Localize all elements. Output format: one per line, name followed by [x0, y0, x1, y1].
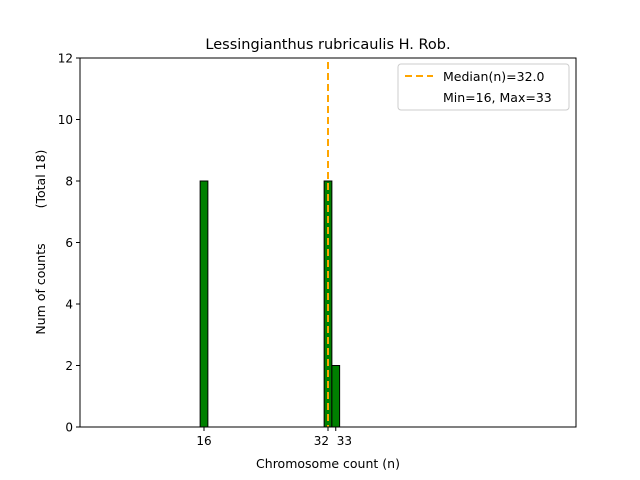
x-tick-label-33: 33 — [337, 434, 352, 448]
y-tick-label-10: 10 — [58, 113, 73, 127]
bar-33 — [331, 365, 341, 428]
y-tick-label-12: 12 — [58, 52, 73, 66]
legend-entry-median: Median(n)=32.0 — [443, 69, 544, 84]
legend-box — [397, 63, 570, 111]
x-tick-label-32: 32 — [314, 434, 329, 448]
y-axis-label: Num of counts — [33, 243, 48, 334]
x-tick-label-16: 16 — [196, 434, 211, 448]
y-tick-label-6: 6 — [65, 236, 73, 250]
y-tick-label-8: 8 — [65, 175, 73, 189]
legend: Median(n)=32.0 Min=16, Max=33 — [397, 63, 570, 111]
legend-entry-minmax: Min=16, Max=33 — [443, 90, 552, 105]
y-tick-label-2: 2 — [65, 359, 73, 373]
bar-16 — [199, 180, 209, 428]
y-tick-label-4: 4 — [65, 298, 73, 312]
chart-title: Lessingianthus rubricaulis H. Rob. — [205, 37, 450, 53]
y-axis-total-label: (Total 18) — [33, 150, 48, 209]
x-axis-label: Chromosome count (n) — [256, 456, 400, 471]
plot-frame — [79, 57, 577, 428]
y-tick-label-0: 0 — [65, 421, 73, 435]
